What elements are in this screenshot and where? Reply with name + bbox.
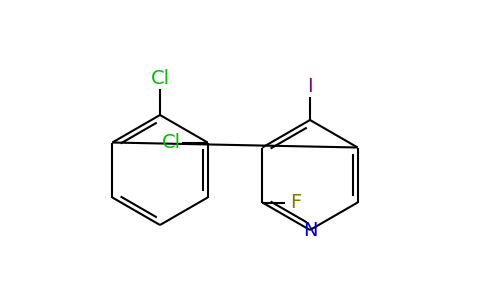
Text: Cl: Cl	[162, 133, 181, 152]
Text: N: N	[303, 220, 317, 239]
Text: F: F	[290, 193, 301, 212]
Text: Cl: Cl	[151, 70, 169, 88]
Text: I: I	[307, 77, 313, 97]
